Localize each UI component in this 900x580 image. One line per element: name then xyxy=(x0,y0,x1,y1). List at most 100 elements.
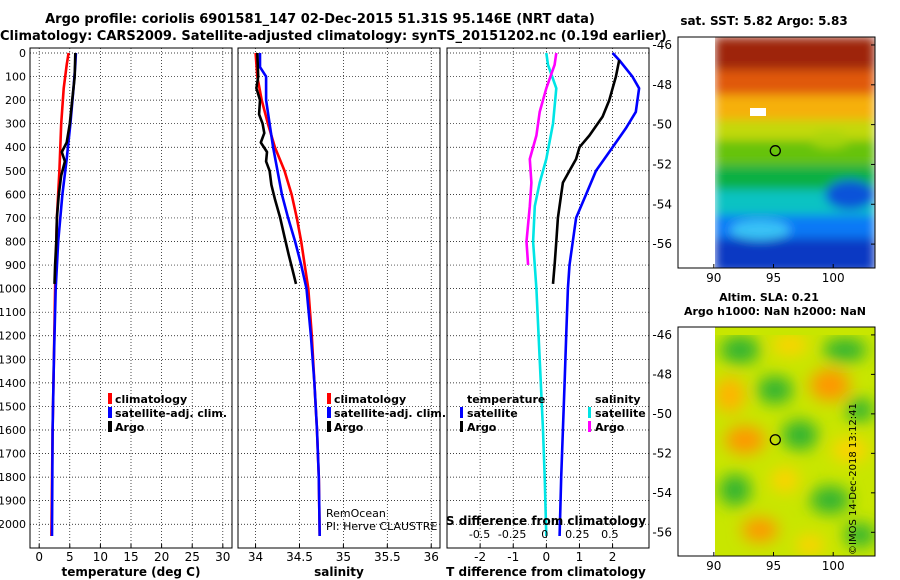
x-tick-label: 35.5 xyxy=(374,550,401,564)
legend-swatch-satellite xyxy=(108,407,112,418)
x-tick-label: 0 xyxy=(35,550,43,564)
x-tick-label: 25 xyxy=(185,550,200,564)
depth-tick-label: 0 xyxy=(19,47,26,60)
pi-annotation: PI: Herve CLAUSTRE xyxy=(326,520,437,533)
x-tick-label: 35 xyxy=(336,550,351,564)
salinity-panel: 34 34.5 35 35.5 36 salinity climatology sate… xyxy=(237,47,446,579)
map-y-tick-label: -52 xyxy=(652,446,672,460)
map-frame xyxy=(677,36,876,269)
sst-field xyxy=(715,37,875,268)
legend-title-salinity: salinity xyxy=(595,393,641,406)
sla-axes: 90 95 100 -46 -48 -50 -52 -54 -56 xyxy=(652,326,876,573)
footer-copyright: ©IMOS 14-Dec-2018 13:12:41 xyxy=(848,403,859,555)
depth-tick-label: 200 xyxy=(5,94,26,107)
salinity-lines xyxy=(254,52,321,537)
top-x-tick-label: -0.5 xyxy=(469,528,490,541)
series-line-s-satellite xyxy=(531,52,558,537)
map-x-tick-label: 90 xyxy=(706,271,721,285)
depth-tick-label: 1800 xyxy=(0,471,26,484)
figure-title-line1: Argo profile: coriolis 6901581_147 02-De… xyxy=(45,12,595,27)
map-y-tick-label: -46 xyxy=(652,38,672,52)
sst-axes: 90 95 100 -46 -48 -50 -52 -54 -56 xyxy=(652,36,876,285)
sla-argo-marker xyxy=(769,434,781,446)
legend-label-argo: Argo xyxy=(334,421,364,434)
temperature-lines xyxy=(50,52,78,537)
map-x-tick-label: 95 xyxy=(766,559,781,573)
map-y-tick-label: -46 xyxy=(652,328,672,342)
map-x-tick-label: 90 xyxy=(706,559,721,573)
difference-grid xyxy=(447,48,649,548)
temperature-panel: 0 5 10 15 20 25 30 temperature (deg C) climato… xyxy=(29,47,233,579)
map-frame xyxy=(677,326,876,557)
sst-argo-marker xyxy=(769,145,781,157)
x-tick-label: 1 xyxy=(576,550,584,564)
series-line-argo xyxy=(255,52,298,285)
map-y-tick-label: -50 xyxy=(652,118,672,132)
salinity-x-ticks: 34 34.5 35 35.5 36 xyxy=(248,544,439,564)
map-y-tick-label: -48 xyxy=(652,78,672,92)
legend-swatch-t-argo xyxy=(460,421,463,432)
sla-map-panel: Altim. SLA: 0.21 Argo h1000: NaN h2000: … xyxy=(652,291,876,573)
legend-title-temperature: temperature xyxy=(467,393,545,406)
map-y-tick-label: -56 xyxy=(652,525,672,539)
temperature-xlabel: temperature (deg C) xyxy=(62,565,201,579)
sla-map-title-line2: Argo h1000: NaN h2000: NaN xyxy=(684,305,866,318)
depth-tick-label: 1600 xyxy=(0,424,26,437)
legend-label-satellite: satellite-adj. clim. xyxy=(115,407,227,420)
x-tick-label: 2 xyxy=(609,550,617,564)
series-line-satellite-adj-clim- xyxy=(258,53,321,537)
difference-legend-temperature: temperature satellite Argo xyxy=(460,393,545,434)
map-y-tick-label: -54 xyxy=(652,197,672,211)
legend-swatch-climatology xyxy=(327,393,331,404)
figure-title-line2: Climatology: CARS2009. Satellite-adjuste… xyxy=(0,29,667,44)
legend-swatch-argo xyxy=(327,421,331,432)
legend-swatch-satellite xyxy=(327,407,331,418)
legend-label-satellite: satellite-adj. clim. xyxy=(334,407,446,420)
salinity-legend: climatology satellite-adj. clim. Argo xyxy=(327,393,446,434)
legend-swatch-s-argo xyxy=(588,421,591,432)
temperature-legend: climatology satellite-adj. clim. Argo xyxy=(108,393,227,434)
salinity-grid xyxy=(238,48,440,548)
temperature-x-ticks: 0 5 10 15 20 25 30 xyxy=(35,544,230,564)
x-tick-label: -1 xyxy=(507,550,519,564)
depth-tick-label: 700 xyxy=(5,212,26,225)
sla-map-title-line1: Altim. SLA: 0.21 xyxy=(719,291,819,304)
difference-legend-salinity: salinity satellite Argo xyxy=(588,393,646,434)
legend-swatch-climatology xyxy=(108,393,112,404)
legend-label-climatology: climatology xyxy=(334,393,406,406)
depth-tick-label: 1500 xyxy=(0,400,26,413)
depth-tick-label: 1000 xyxy=(0,283,26,296)
difference-panel: -2 -1 0 1 2 -0.5 -0.25 0 0.25 0.5 T difference f… xyxy=(446,47,650,579)
depth-tick-label: 300 xyxy=(5,118,26,131)
x-tick-label: 5 xyxy=(66,550,74,564)
depth-tick-label: 1700 xyxy=(0,448,26,461)
legend-label-climatology: climatology xyxy=(115,393,187,406)
x-tick-label: 34 xyxy=(248,550,263,564)
legend-label-t-satellite: satellite xyxy=(467,407,518,420)
depth-tick-label: 100 xyxy=(5,71,26,84)
sst-map-panel: sat. SST: 5.82 Argo: 5.83 90 95 100-46-48- xyxy=(652,14,876,285)
series-line-t-satellite xyxy=(558,52,641,537)
depth-tick-label: 900 xyxy=(5,259,26,272)
depth-tick-label: 500 xyxy=(5,165,26,178)
depth-tick-label: 1300 xyxy=(0,353,26,366)
depth-tick-label: 2000 xyxy=(0,518,26,531)
x-tick-label: 34.5 xyxy=(286,550,313,564)
difference-xlabel: T difference from climatology xyxy=(446,565,646,579)
map-y-tick-label: -56 xyxy=(652,237,672,251)
depth-axis: 0 100 200 300 400 500 600 700 800 900 1000 1100 1200… xyxy=(0,47,26,531)
depth-tick-label: 1200 xyxy=(0,330,26,343)
difference-x-ticks: -2 -1 0 1 2 xyxy=(474,544,616,564)
depth-tick-label: 1900 xyxy=(0,495,26,508)
legend-label-argo: Argo xyxy=(115,421,145,434)
depth-tick-label: 800 xyxy=(5,235,26,248)
sla-field xyxy=(715,327,875,556)
difference-top-xlabel: S difference from climatology xyxy=(446,514,646,528)
x-tick-label: 10 xyxy=(93,550,108,564)
map-y-tick-label: -52 xyxy=(652,157,672,171)
x-tick-label: -2 xyxy=(474,550,486,564)
depth-tick-label: 1400 xyxy=(0,377,26,390)
x-tick-label: 0 xyxy=(543,550,551,564)
top-x-tick-label: 0.5 xyxy=(601,528,619,541)
